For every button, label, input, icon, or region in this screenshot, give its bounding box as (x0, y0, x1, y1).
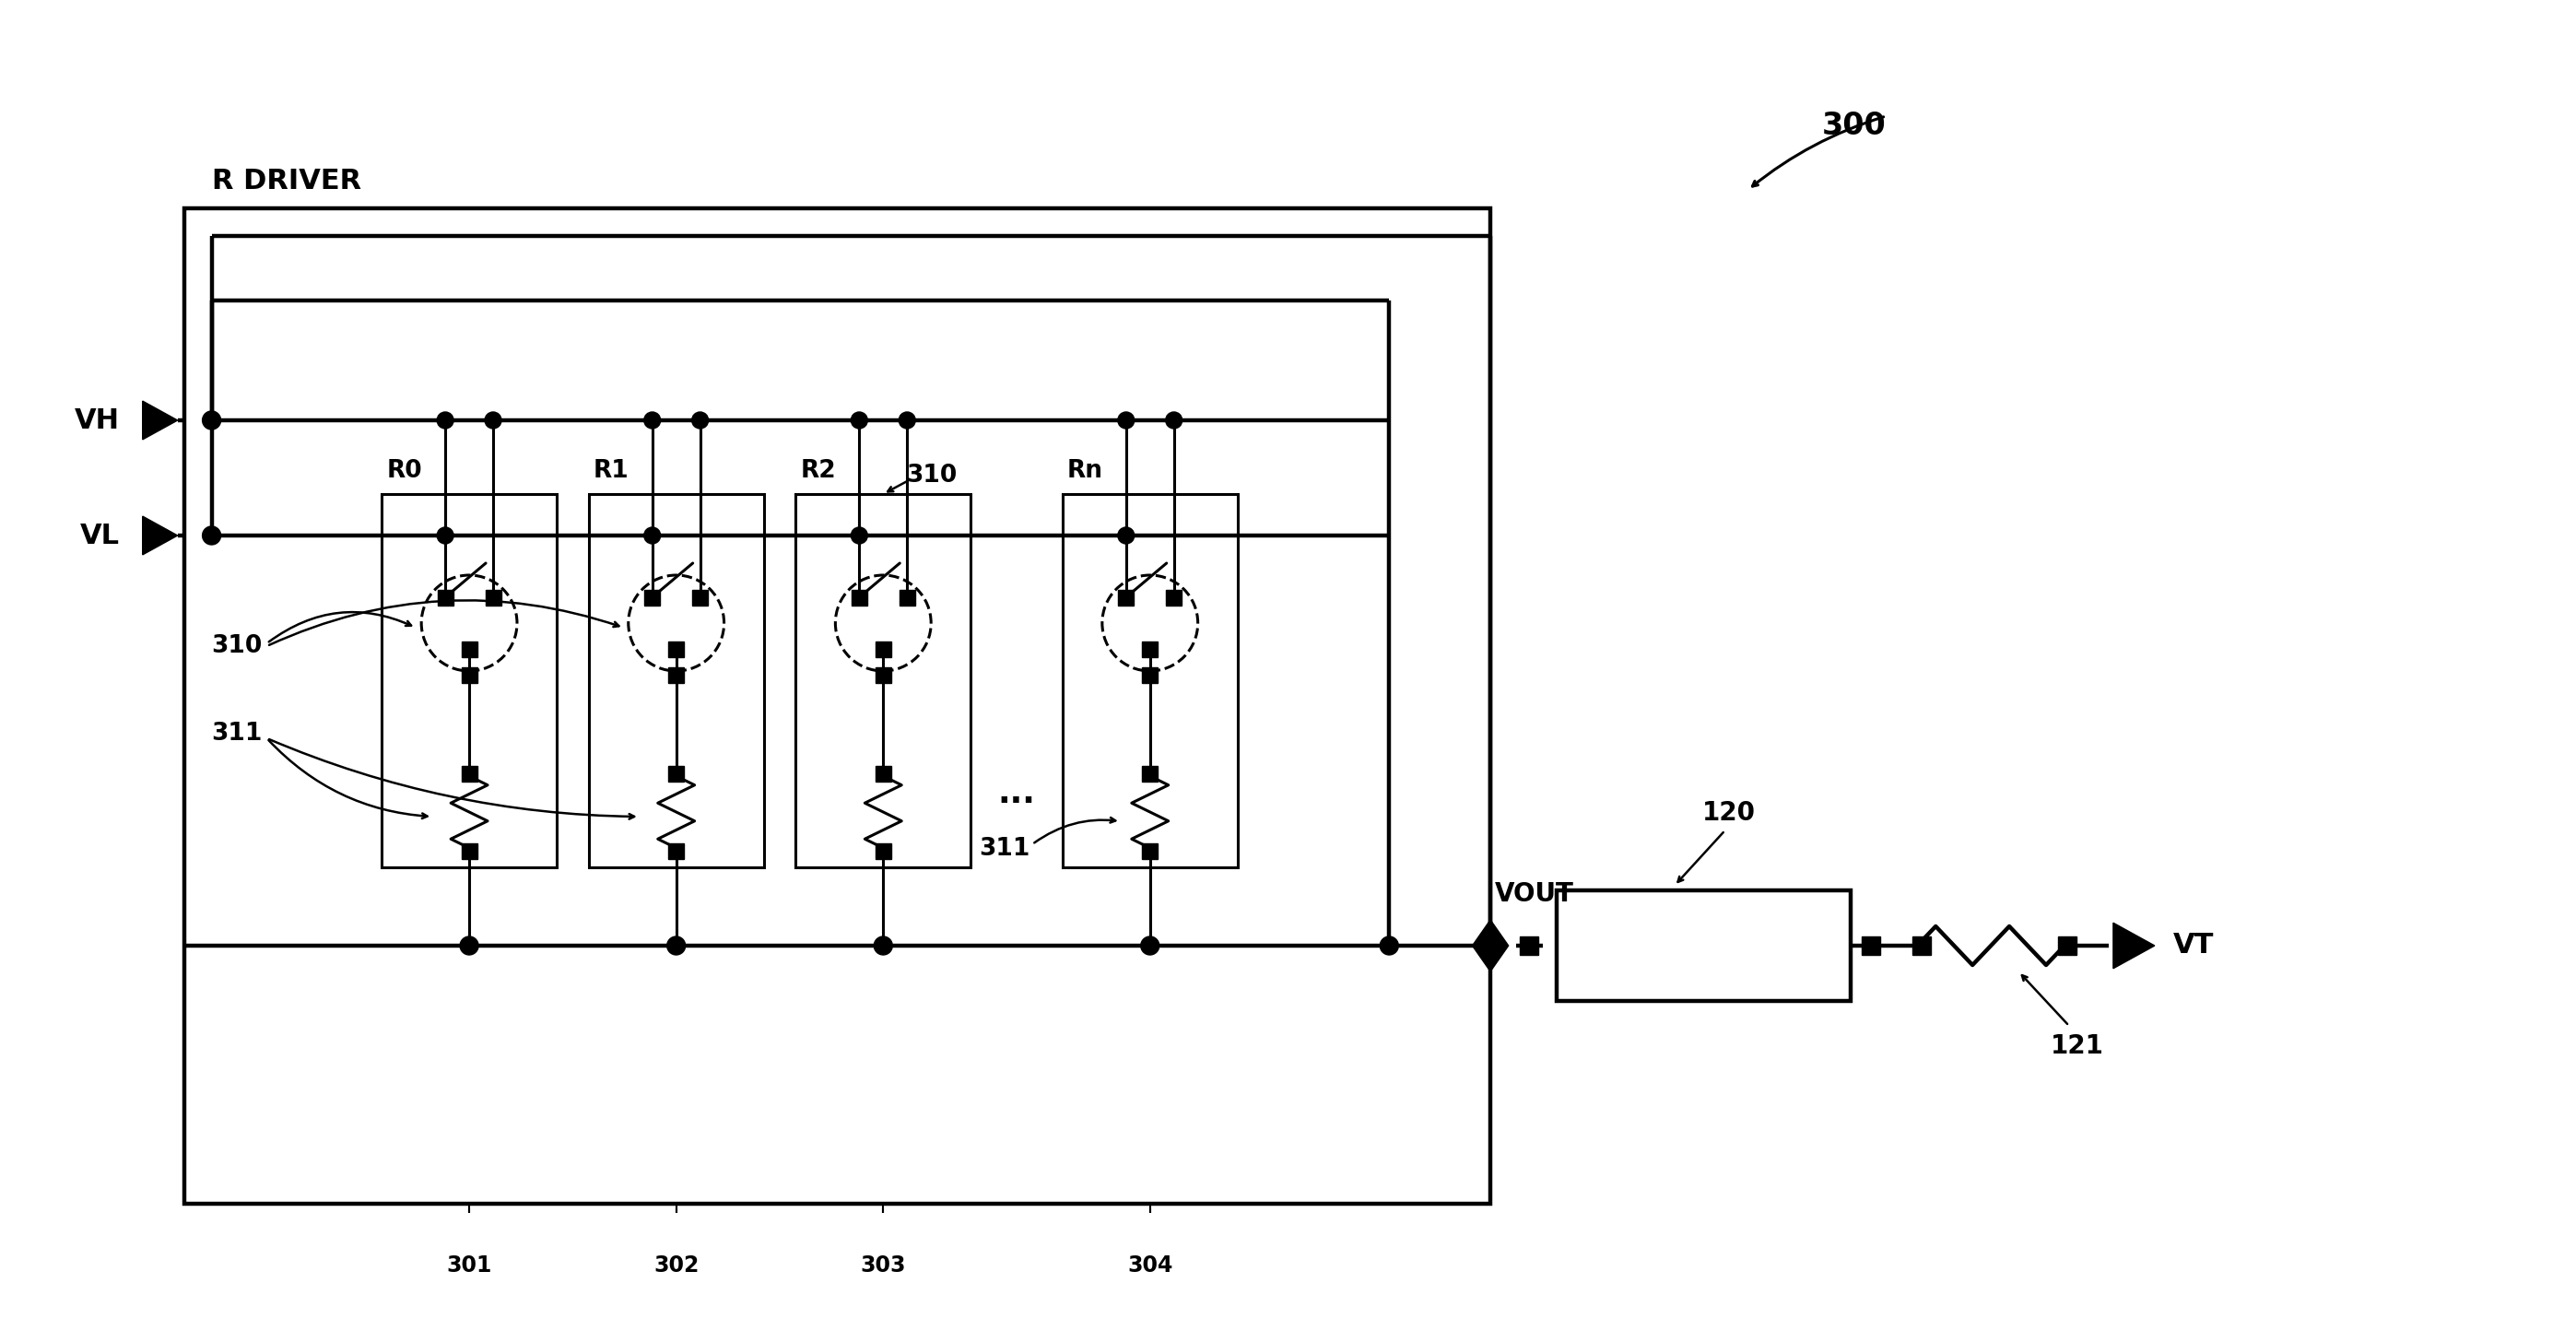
Bar (1167, 589, 1182, 605)
Text: Rn: Rn (1066, 459, 1103, 483)
Bar (876, 765, 891, 781)
Text: VOUT: VOUT (1494, 882, 1574, 907)
Text: ...: ... (997, 778, 1036, 809)
Circle shape (693, 412, 708, 428)
Bar (667, 667, 685, 683)
Text: 302: 302 (654, 1255, 698, 1276)
Circle shape (1141, 937, 1159, 956)
Bar (1862, 937, 1880, 956)
Bar (1141, 843, 1157, 859)
Circle shape (899, 412, 914, 428)
Bar (461, 667, 477, 683)
Bar (1911, 937, 1932, 956)
Bar (796, 494, 971, 867)
Bar (667, 641, 685, 656)
Circle shape (461, 937, 479, 956)
Bar (381, 494, 556, 867)
Bar (461, 765, 477, 781)
Circle shape (438, 412, 453, 428)
Bar (693, 589, 708, 605)
Circle shape (873, 937, 891, 956)
Bar (876, 667, 891, 683)
Circle shape (1164, 412, 1182, 428)
Bar (876, 843, 891, 859)
Text: 301: 301 (446, 1255, 492, 1276)
Bar (438, 589, 453, 605)
Polygon shape (1473, 919, 1510, 972)
Text: VH: VH (75, 407, 118, 433)
Bar (1141, 667, 1157, 683)
Bar (1141, 641, 1157, 656)
Circle shape (438, 527, 453, 544)
Bar (590, 494, 762, 867)
Text: 120: 120 (1703, 800, 1754, 825)
Polygon shape (142, 517, 178, 554)
Bar (899, 589, 914, 605)
Bar (876, 641, 891, 656)
Circle shape (484, 412, 502, 428)
Circle shape (204, 526, 222, 545)
Bar (667, 765, 685, 781)
Bar (1141, 765, 1157, 781)
Circle shape (644, 412, 659, 428)
Bar (461, 843, 477, 859)
Text: 310: 310 (211, 635, 263, 658)
Text: 121: 121 (2050, 1033, 2105, 1059)
Text: R1: R1 (592, 459, 629, 483)
Text: R0: R0 (386, 459, 422, 483)
Text: 300: 300 (1821, 110, 1886, 141)
Bar (484, 589, 500, 605)
Text: VL: VL (80, 522, 118, 549)
Polygon shape (2112, 923, 2154, 969)
Circle shape (204, 411, 222, 429)
Bar (1061, 494, 1236, 867)
Bar (183, 208, 1492, 1204)
Bar (1520, 937, 1538, 956)
Bar (667, 843, 685, 859)
Text: 310: 310 (907, 463, 958, 487)
Circle shape (1118, 527, 1133, 544)
Text: R2: R2 (801, 459, 837, 483)
Circle shape (1118, 412, 1133, 428)
Text: VT: VT (2174, 933, 2213, 960)
Text: 311: 311 (211, 722, 263, 746)
Circle shape (850, 412, 868, 428)
Circle shape (1479, 933, 1504, 958)
Text: R DRIVER: R DRIVER (211, 168, 361, 195)
Circle shape (850, 527, 868, 544)
Bar (853, 589, 868, 605)
Bar (1556, 890, 1852, 1001)
Text: 311: 311 (979, 837, 1030, 860)
Bar (1118, 589, 1133, 605)
Polygon shape (142, 401, 178, 440)
Circle shape (1381, 937, 1399, 956)
Bar (644, 589, 659, 605)
Circle shape (667, 937, 685, 956)
Text: 304: 304 (1128, 1255, 1172, 1276)
Text: 303: 303 (860, 1255, 907, 1276)
Bar (2058, 937, 2076, 956)
Bar (461, 641, 477, 656)
Circle shape (644, 527, 659, 544)
